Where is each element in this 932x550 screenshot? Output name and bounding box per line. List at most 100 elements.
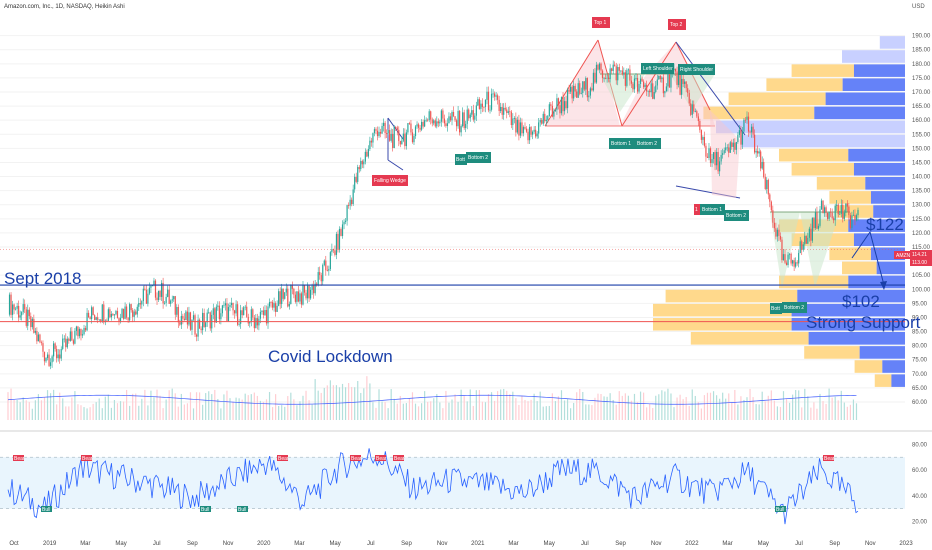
candle-body (255, 318, 257, 329)
candle-body (21, 312, 23, 316)
candle-body (399, 140, 401, 145)
volume-bar (627, 395, 629, 420)
candle-body (682, 78, 684, 84)
candle-body (629, 69, 631, 81)
candle-body (481, 103, 484, 107)
candle-body (823, 207, 826, 214)
candle-body (486, 91, 488, 100)
price-122-label: $122 (866, 215, 904, 234)
candle-body (329, 252, 331, 270)
candle-body (531, 131, 534, 135)
candle-body (653, 92, 655, 99)
volume-bar (405, 403, 407, 420)
candle-body (857, 209, 859, 216)
candle-body (746, 116, 748, 121)
rsi-bull-tag (775, 506, 786, 512)
candle-body (34, 331, 36, 333)
candle-body (334, 250, 336, 255)
candle-body (218, 305, 220, 320)
volume-bar (688, 405, 690, 420)
svg-text:Bottom 2: Bottom 2 (726, 213, 746, 219)
volume-bar (192, 408, 195, 420)
candle-body (238, 323, 240, 325)
candle-body (466, 109, 468, 124)
candle-body (446, 123, 449, 127)
candle-body (22, 304, 24, 313)
candle-body (214, 308, 216, 323)
volume-bar (469, 389, 471, 420)
candle-body (807, 237, 809, 244)
candle-body (750, 126, 753, 133)
candle-body (31, 318, 33, 328)
volume-bar (439, 402, 441, 420)
svg-text:Bottom 2: Bottom 2 (637, 141, 657, 147)
candle-body (59, 354, 61, 359)
volume-bar (493, 400, 496, 420)
volume-bar (472, 405, 474, 420)
price-tick-label: 175.00 (912, 76, 931, 82)
candle-body (708, 148, 710, 158)
volume-bar (302, 395, 304, 420)
volume-bar (384, 402, 386, 420)
candle-body (33, 318, 35, 333)
rsi-bull-tag (41, 506, 52, 512)
candle-body (369, 140, 371, 150)
candle-body (209, 312, 211, 329)
volume-bar (223, 394, 225, 420)
candle-body (741, 131, 744, 145)
candle-body (539, 120, 541, 123)
candle-body (261, 310, 263, 312)
candle-body (398, 129, 400, 141)
volume-bar (807, 396, 809, 420)
time-tick-label: 2023 (899, 541, 913, 547)
candle-body (367, 149, 369, 157)
candle-body (375, 129, 377, 131)
volume-bar (49, 393, 52, 420)
volume-profile-bar-sell (816, 176, 866, 190)
volume-bar (624, 393, 626, 420)
volume-bar (454, 394, 456, 420)
candle-body (755, 150, 757, 153)
candle-body (49, 362, 52, 366)
volume-bar (639, 391, 642, 420)
candle-body (348, 205, 350, 206)
candle-body (165, 296, 167, 303)
candle-body (48, 354, 50, 366)
candle-body (174, 296, 176, 315)
time-tick-label: Mar (294, 541, 304, 547)
volume-bar (101, 408, 103, 420)
volume-bar (43, 397, 46, 420)
candle-body (191, 319, 193, 330)
volume-bar (715, 395, 718, 420)
volume-bar (621, 395, 623, 420)
candle-body (714, 152, 716, 166)
volume-bar (256, 395, 258, 420)
candle-body (761, 161, 763, 169)
candle-body (122, 308, 125, 319)
volume-bar (542, 406, 544, 420)
candle-body (341, 224, 344, 236)
volume-bar (740, 396, 742, 420)
svg-text:Left Shoulder: Left Shoulder (643, 66, 673, 72)
candle-body (89, 317, 91, 320)
candle-body (474, 115, 476, 120)
volume-bar (834, 396, 836, 420)
hs-left-area (600, 74, 645, 112)
candle-body (535, 129, 537, 137)
tag-bottom2-d: Bottom 2 (782, 302, 807, 313)
candle-body (427, 119, 429, 121)
volume-bar (527, 401, 529, 420)
candle-body (773, 222, 775, 229)
candle-body (687, 88, 689, 93)
candle-body (639, 78, 642, 84)
rsi-bear-tag (81, 455, 92, 461)
volume-bar (299, 401, 301, 420)
volume-bar (548, 405, 550, 420)
volume-bar (92, 403, 94, 420)
volume-bar (652, 408, 654, 420)
volume-bar (585, 404, 587, 420)
candle-body (468, 109, 470, 119)
price-tick-label: 160.00 (912, 118, 931, 124)
volume-bar (265, 399, 268, 420)
volume-profile-bar-buy (873, 204, 905, 218)
